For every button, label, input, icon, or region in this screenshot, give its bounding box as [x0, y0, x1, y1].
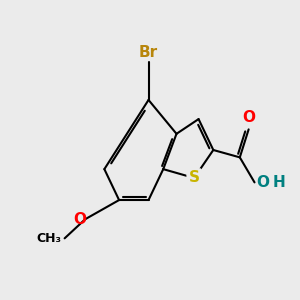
Text: O: O — [242, 110, 255, 125]
Text: S: S — [189, 170, 200, 185]
Text: O: O — [256, 175, 269, 190]
Text: Br: Br — [139, 45, 158, 60]
Text: CH₃: CH₃ — [37, 232, 62, 245]
Text: H: H — [272, 175, 285, 190]
Text: O: O — [74, 212, 87, 227]
